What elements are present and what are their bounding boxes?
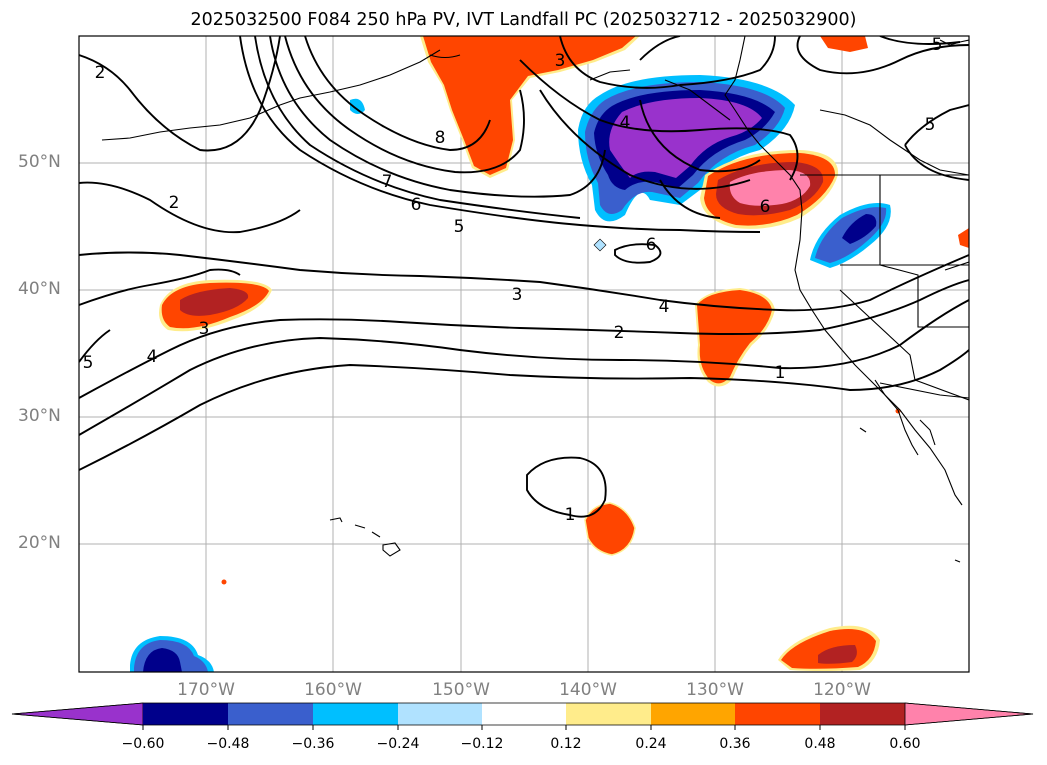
contour-label: 4 bbox=[147, 347, 158, 367]
colorbar-segment bbox=[11, 702, 144, 726]
contour-label: 5 bbox=[925, 115, 936, 135]
lon-label: 160°W bbox=[304, 680, 362, 700]
contour-label: 1 bbox=[565, 505, 576, 525]
ivt-negative-bc bbox=[578, 75, 795, 222]
colorbar-segment bbox=[398, 703, 482, 725]
lat-label: 40°N bbox=[18, 279, 61, 299]
colorbar-segment bbox=[566, 703, 651, 725]
contour-label: 5 bbox=[932, 35, 943, 55]
contour-label: 6 bbox=[646, 235, 657, 255]
colorbar-tick-label: −0.12 bbox=[460, 736, 504, 752]
ivt-negative-tropical-west bbox=[130, 636, 214, 672]
contour-label: 4 bbox=[620, 113, 631, 133]
contour-label: 2 bbox=[614, 323, 625, 343]
ivt-positive-edge-east bbox=[958, 228, 969, 248]
colorbar-tick-label: 0.24 bbox=[635, 736, 667, 752]
colorbar-tick-label: −0.48 bbox=[206, 736, 250, 752]
ivt-positive-tropical-east bbox=[778, 625, 880, 671]
lon-label: 120°W bbox=[813, 680, 871, 700]
colorbar-tick-label: 0.60 bbox=[889, 736, 921, 752]
colorbar-segment bbox=[313, 703, 398, 725]
contour-label: 2 bbox=[95, 63, 106, 83]
lat-label: 20°N bbox=[18, 533, 61, 553]
colorbar-segment bbox=[482, 703, 566, 725]
colorbar-segment bbox=[651, 703, 735, 725]
ivt-negative-dot bbox=[593, 238, 607, 252]
pv-contours bbox=[79, 36, 969, 518]
colorbar-tick-label: −0.60 bbox=[121, 736, 165, 752]
colorbar-segment bbox=[228, 703, 313, 725]
contour-label: 3 bbox=[555, 51, 566, 71]
ivt-positive-subtropical bbox=[584, 502, 636, 556]
plot-border bbox=[78, 35, 970, 673]
contour-label: 2 bbox=[169, 193, 180, 213]
contour-label: 6 bbox=[760, 197, 771, 217]
lon-label: 150°W bbox=[432, 680, 490, 700]
contour-label: 5 bbox=[83, 353, 94, 373]
ivt-negative-small-aleutian bbox=[350, 98, 365, 114]
contour-label: 5 bbox=[454, 217, 465, 237]
colorbar-tick-label: −0.24 bbox=[376, 736, 420, 752]
colorbar-segment bbox=[904, 702, 1034, 726]
ivt-negative-inland bbox=[810, 202, 891, 268]
contour-label: 6 bbox=[411, 195, 422, 215]
lat-label: 50°N bbox=[18, 152, 61, 172]
contour-label: 1 bbox=[775, 363, 786, 383]
contour-label: 8 bbox=[435, 128, 446, 148]
contour-label: 7 bbox=[382, 172, 393, 192]
contour-label: 3 bbox=[512, 285, 523, 305]
colorbar bbox=[11, 702, 1034, 730]
lon-label: 130°W bbox=[686, 680, 744, 700]
ivt-positive-central-pacific bbox=[159, 279, 272, 332]
lon-label: 170°W bbox=[177, 680, 235, 700]
lat-label: 30°N bbox=[18, 406, 61, 426]
map-title: 2025032500 F084 250 hPa PV, IVT Landfall… bbox=[190, 10, 857, 30]
contour-label: 3 bbox=[199, 319, 210, 339]
colorbar-tick-label: 0.36 bbox=[719, 736, 751, 752]
colorbar-segment bbox=[735, 703, 820, 725]
colorbar-segment bbox=[143, 703, 228, 725]
coastlines bbox=[101, 36, 969, 563]
lon-label: 140°W bbox=[559, 680, 617, 700]
ivt-positive-dot bbox=[221, 579, 227, 585]
colorbar-tick-label: 0.48 bbox=[804, 736, 836, 752]
colorbar-segment bbox=[820, 703, 905, 725]
colorbar-tick-label: −0.36 bbox=[291, 736, 335, 752]
contour-labels: 2 2 5 4 3 8 7 6 5 3 4 2 1 1 6 6 4 5 5 3 bbox=[83, 35, 943, 525]
contour-label: 4 bbox=[659, 297, 670, 317]
colorbar-tick-label: 0.12 bbox=[550, 736, 582, 752]
